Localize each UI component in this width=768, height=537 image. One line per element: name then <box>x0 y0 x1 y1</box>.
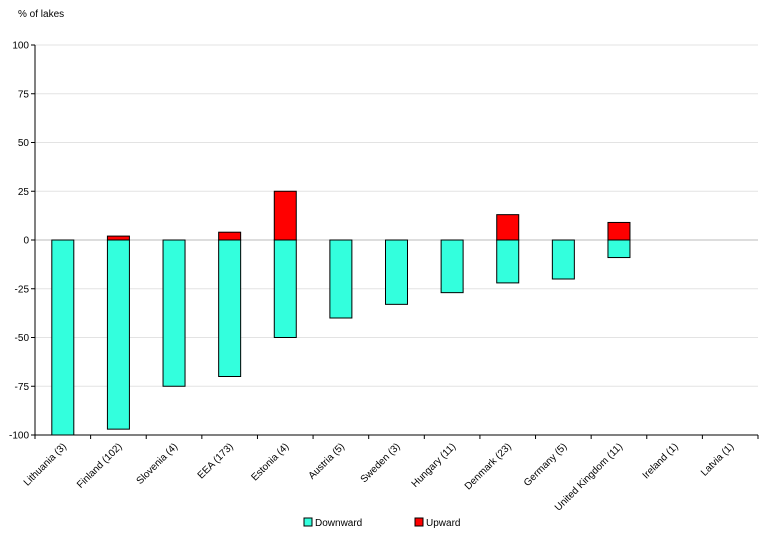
y-tick-label: 0 <box>23 236 29 247</box>
legend-label-upward: Upward <box>426 518 460 529</box>
bar-downward <box>385 239 408 305</box>
legend-swatch-downward <box>303 517 313 527</box>
x-tick-label: Finland (102) <box>75 441 124 490</box>
x-tick-label: Latvia (1) <box>699 441 736 478</box>
bar-downward <box>51 239 75 436</box>
bar-upward <box>106 235 130 241</box>
y-tick-label: -75 <box>15 382 30 393</box>
legend-swatch-upward <box>414 517 424 527</box>
y-tick-label: 100 <box>12 41 29 52</box>
x-tick-label: Hungary (11) <box>410 441 459 490</box>
y-tick-label: 50 <box>18 138 30 149</box>
x-tick-label: EEA (173) <box>196 441 236 481</box>
bar-downward <box>106 239 130 430</box>
bars <box>51 190 631 436</box>
bar-downward <box>218 239 242 377</box>
y-tick-label: -25 <box>15 284 30 295</box>
legend-label-downward: Downward <box>315 518 362 529</box>
bar-downward <box>273 239 297 338</box>
x-tick-label: Germany (5) <box>522 441 569 488</box>
bar-downward <box>329 239 353 319</box>
x-tick-label: Sweden (3) <box>359 441 403 485</box>
bar-downward <box>440 239 464 294</box>
x-tick-label: Slovenia (4) <box>135 441 181 487</box>
bar-upward <box>273 190 297 241</box>
x-tick-label: Ireland (1) <box>641 441 681 481</box>
bar-downward <box>162 239 186 387</box>
y-tick-label: -50 <box>15 333 30 344</box>
x-tick-labels: Lithuania (3) Finland (102) Slovenia (4) EE… <box>22 441 736 513</box>
bar-downward <box>607 239 631 259</box>
bar-upward <box>218 231 242 241</box>
y-axis-label: % of lakes <box>18 9 64 20</box>
y-tick-label: 75 <box>18 89 30 100</box>
gridlines <box>35 44 758 387</box>
legend: Downward Upward <box>303 517 460 529</box>
bar-downward <box>551 239 575 280</box>
x-tick-label: Estonia (4) <box>249 441 291 483</box>
axes <box>31 44 759 439</box>
y-tick-label: -100 <box>9 431 29 442</box>
y-tick-label: 25 <box>18 187 30 198</box>
x-tick-label: Denmark (23) <box>463 441 514 492</box>
x-tick-label: Lithuania (3) <box>22 441 69 488</box>
bar-downward <box>496 239 520 284</box>
x-tick-label: Austria (5) <box>307 441 347 481</box>
y-tick-labels: 100 75 50 25 0 -25 -50 -75 -100 <box>9 41 29 442</box>
bar-upward <box>607 221 631 241</box>
bar-upward <box>496 214 520 241</box>
